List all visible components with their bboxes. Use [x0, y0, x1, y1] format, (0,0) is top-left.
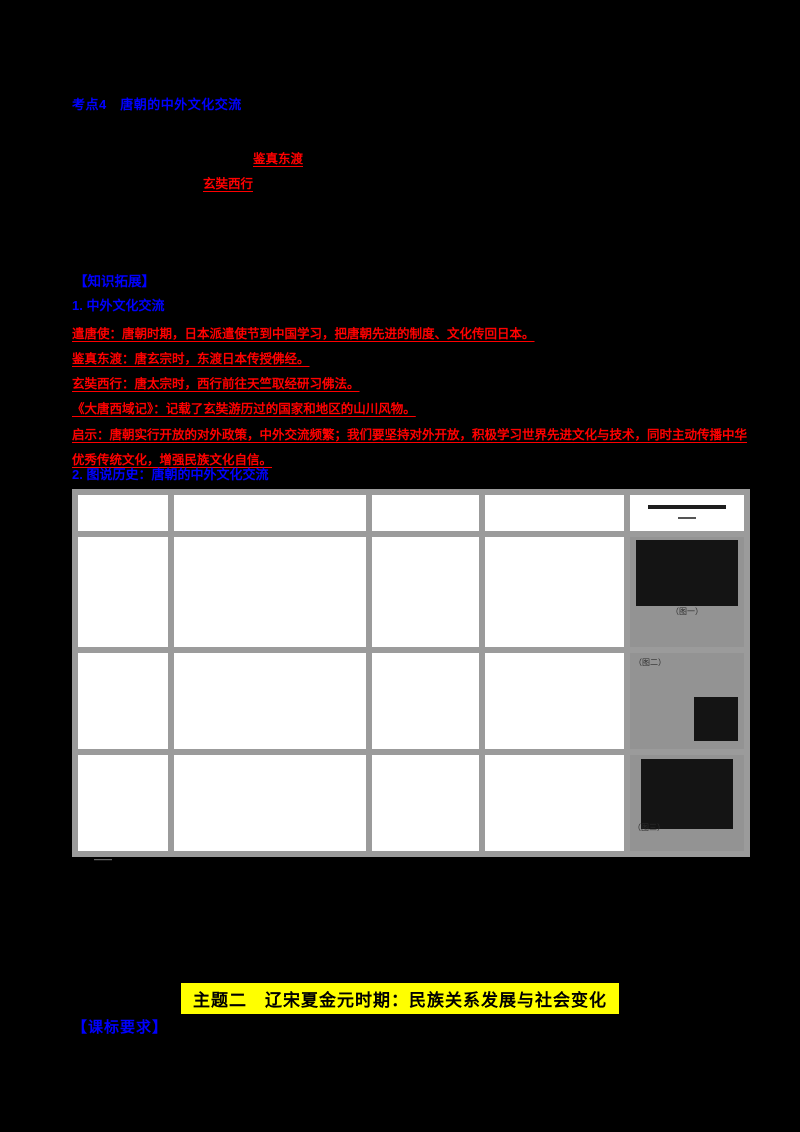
item2-heading: 2. 图说历史：唐朝的中外文化交流 — [72, 467, 269, 482]
history-table: （图一） （图二） （图三） — [72, 489, 750, 857]
image-caption: （图二） — [634, 658, 666, 667]
course-standard-heading: 【课标要求】 — [72, 1019, 169, 1036]
table-cell — [78, 537, 168, 647]
table-cell — [78, 495, 168, 531]
item1-heading: 1. 中外文化交流 — [72, 298, 165, 313]
table-cell — [485, 537, 624, 647]
diagram-label-xuanzang: 玄奘西行 — [203, 177, 254, 191]
table-footnote: —— — [94, 854, 112, 864]
image-strip-dash — [678, 517, 696, 519]
red-answer-line: 遣唐使：唐朝时期，日本派遣使节到中国学习，把唐朝先进的制度、文化传回日本。 — [72, 327, 535, 341]
image-cell: （图一） — [630, 537, 744, 647]
image-header-cell — [630, 495, 744, 531]
table-cell — [485, 495, 624, 531]
history-image-placeholder — [641, 759, 733, 829]
image-cell: （图三） — [630, 755, 744, 851]
table-cell — [174, 755, 366, 851]
knowledge-section-header: 【知识拓展】 — [74, 274, 155, 289]
exam-point-heading: 考点4 唐朝的中外文化交流 — [72, 97, 242, 112]
table-cell — [372, 537, 479, 647]
image-strip — [648, 505, 726, 509]
diagram-label-jianzhen: 鉴真东渡 — [253, 152, 304, 166]
table-cell — [485, 755, 624, 851]
table-cell — [174, 653, 366, 749]
theme-title-highlight: 主题二 辽宋夏金元时期：民族关系发展与社会变化 — [181, 983, 619, 1014]
red-answer-line: 《大唐西域记》：记载了玄奘游历过的国家和地区的山川风物。 — [72, 402, 416, 416]
table-cell — [78, 755, 168, 851]
history-image-placeholder — [694, 697, 738, 741]
image-cell: （图二） — [630, 653, 744, 749]
table-cell — [485, 653, 624, 749]
history-image-placeholder — [636, 540, 738, 606]
image-caption: （图三） — [633, 823, 665, 832]
table-cell — [174, 537, 366, 647]
table-cell — [372, 755, 479, 851]
table-cell — [174, 495, 366, 531]
table-cell — [372, 653, 479, 749]
red-answer-line: 鉴真东渡：唐玄宗时，东渡日本传授佛经。 — [72, 352, 310, 366]
table-cell — [372, 495, 479, 531]
red-answer-line: 玄奘西行：唐太宗时，西行前往天竺取经研习佛法。 — [72, 377, 360, 391]
table-cell — [78, 653, 168, 749]
red-answer-paragraph: 启示：唐朝实行开放的对外政策，中外交流频繁；我们要坚持对外开放，积极学习世界先进… — [72, 428, 748, 467]
image-caption: （图一） — [671, 607, 703, 616]
theme-title-row: 主题二 辽宋夏金元时期：民族关系发展与社会变化 — [0, 983, 800, 1014]
